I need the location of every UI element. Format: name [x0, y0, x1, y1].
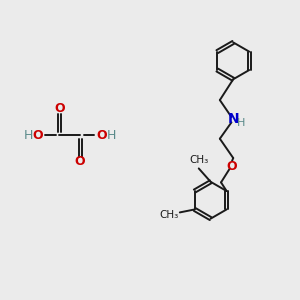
Text: O: O	[54, 103, 65, 116]
Text: H: H	[237, 118, 246, 128]
Text: O: O	[226, 160, 237, 172]
Text: N: N	[227, 112, 239, 126]
Text: O: O	[75, 155, 86, 168]
Text: H: H	[23, 129, 33, 142]
Text: CH₃: CH₃	[189, 155, 208, 166]
Text: CH₃: CH₃	[159, 210, 178, 220]
Text: H: H	[107, 129, 116, 142]
Text: O: O	[96, 129, 107, 142]
Text: O: O	[33, 129, 43, 142]
